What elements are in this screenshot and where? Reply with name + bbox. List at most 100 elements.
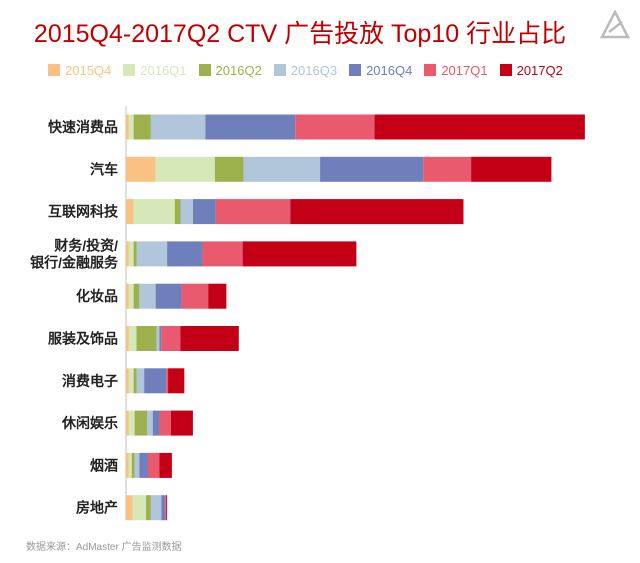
legend-item: 2017Q2 <box>499 63 563 78</box>
bar-segment <box>159 410 171 436</box>
legend-label: 2016Q2 <box>215 62 262 78</box>
bar-segment <box>159 452 172 478</box>
bar-segment <box>126 326 129 351</box>
bar-segment <box>152 410 160 436</box>
legend-swatch <box>424 64 437 76</box>
bar-segment <box>150 495 162 521</box>
legend-item: 2016Q1 <box>123 62 187 78</box>
bar-segment <box>134 452 140 478</box>
bar-segment <box>128 326 137 351</box>
bar-segment <box>133 368 137 394</box>
data-source-note: 数据来源：AdMaster 广告监测数据 <box>26 542 182 553</box>
bar-segment <box>170 410 193 436</box>
bar-segment <box>471 156 552 182</box>
legend-swatch <box>123 64 136 76</box>
bar-segment <box>208 283 227 309</box>
legend-label: 2016Q4 <box>366 62 413 78</box>
bar-segment <box>136 241 168 267</box>
bar-segment <box>167 241 203 267</box>
bar-segment <box>166 495 168 521</box>
category-label: 服装及饰品 <box>48 331 118 347</box>
legend-swatch <box>198 64 211 76</box>
legend-item: 2017Q1 <box>424 63 488 78</box>
legend-label: 2016Q3 <box>290 62 338 78</box>
category-label-line: 化妆品 <box>76 288 118 304</box>
bar-segment <box>128 241 134 267</box>
legend-label: 2015Q4 <box>65 62 112 78</box>
bar-segment <box>139 283 156 309</box>
bar-segment <box>205 114 296 140</box>
legend-item: 2016Q2 <box>198 62 262 78</box>
bar-segment <box>131 452 135 478</box>
bar-segment <box>126 452 129 478</box>
category-label-line: 消费电子 <box>62 373 118 389</box>
bar-segment <box>128 114 134 140</box>
bar-segment <box>215 199 291 225</box>
bar-segment <box>180 199 193 225</box>
category-label-line: 快速消费品 <box>48 119 118 135</box>
bar-segment <box>166 368 169 394</box>
bar-segment <box>156 326 160 351</box>
category-label-line: 银行/金融服务 <box>30 254 119 270</box>
bar-segment <box>168 368 185 394</box>
bar-segment <box>126 283 129 309</box>
bar-segment <box>139 452 148 478</box>
bar-segment <box>159 326 162 351</box>
bar-segment <box>320 156 424 182</box>
bar-segment <box>150 114 206 140</box>
category-label-line: 烟酒 <box>90 457 118 473</box>
bar-segment <box>202 241 243 267</box>
legend-swatch <box>48 64 60 76</box>
chart-title: 2015Q4-2017Q2 CTV 广告投放 Top10 行业占比 <box>33 20 567 48</box>
bar-segment <box>133 283 140 309</box>
bar-segment <box>147 410 153 436</box>
category-label: 房地产 <box>76 500 118 516</box>
bar-segment <box>128 368 134 394</box>
category-label-line: 财务/投资/ <box>53 237 118 253</box>
category-label: 化妆品 <box>76 288 118 304</box>
bar-segment <box>243 156 321 182</box>
bar-segment <box>161 326 181 351</box>
bar-segment <box>242 241 357 267</box>
legend-swatch <box>349 64 362 76</box>
bar-segment <box>290 199 464 225</box>
chart-legend: 2015Q4 2016Q1 2016Q2 2016Q3 2016Q4 2017Q1 2017… <box>48 60 575 80</box>
legend-label: 2016Q1 <box>140 62 187 78</box>
bar-segment <box>126 241 129 267</box>
category-label-line: 汽车 <box>90 161 118 177</box>
category-label: 休闲娱乐 <box>61 415 118 431</box>
bar-segment <box>180 326 239 351</box>
bar-segment <box>126 199 134 225</box>
bar-segment <box>147 452 160 478</box>
bar-segment <box>423 156 472 182</box>
legend-item: 2015Q4 <box>48 63 111 78</box>
bar-segment <box>126 410 129 436</box>
legend-item: 2016Q4 <box>349 63 412 78</box>
bar-segment <box>126 368 129 394</box>
category-label-line: 房地产 <box>76 500 118 516</box>
bar-segment <box>146 495 151 521</box>
bar-segment <box>161 495 166 521</box>
bar-segment <box>192 199 216 225</box>
bar-segment <box>174 199 181 225</box>
bar-segment <box>214 156 244 182</box>
bar-segment <box>126 156 156 182</box>
bar-segment <box>136 326 157 351</box>
triangle-logo-icon <box>600 10 630 39</box>
category-label: 消费电子 <box>62 373 118 389</box>
bar-segment <box>128 410 135 436</box>
bar-segment <box>374 114 585 140</box>
bar-segment <box>128 283 134 309</box>
bar-segment <box>132 495 147 521</box>
category-label: 快速消费品 <box>48 119 118 135</box>
bar-segment <box>136 368 145 394</box>
category-label-line: 互联网科技 <box>48 204 119 220</box>
bar-segment <box>128 452 132 478</box>
bar-segment <box>126 495 133 521</box>
legend-swatch <box>499 64 512 76</box>
category-label: 互联网科技 <box>48 204 119 220</box>
category-label: 汽车 <box>90 161 118 177</box>
bar-segment <box>165 495 167 521</box>
category-label-line: 服装及饰品 <box>48 331 118 347</box>
